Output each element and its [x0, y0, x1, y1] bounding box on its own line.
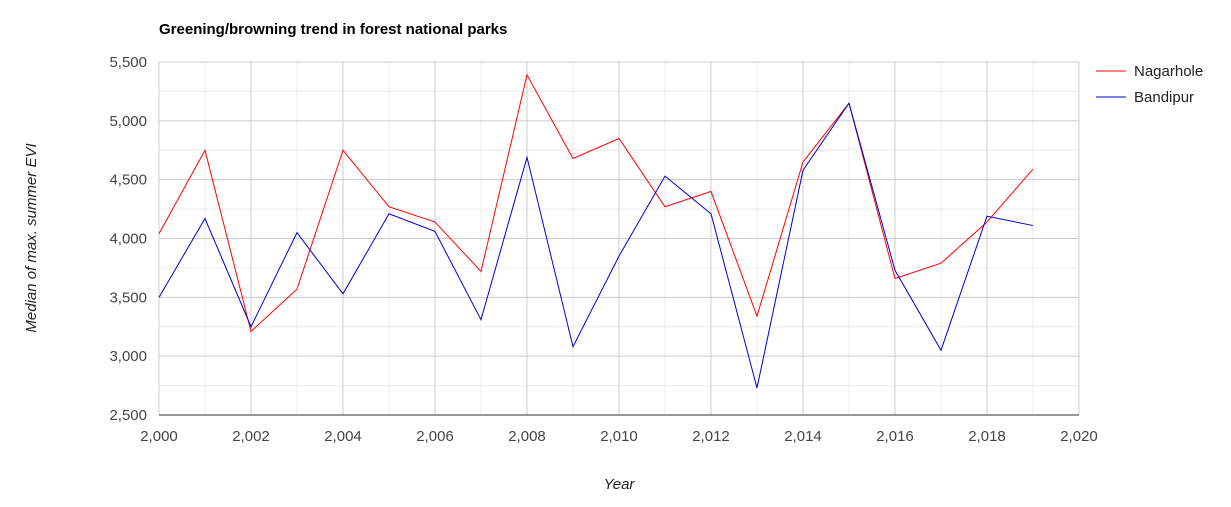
data-point-bandipur[interactable]	[892, 267, 898, 273]
data-point-nagarhole[interactable]	[432, 219, 438, 225]
data-point-bandipur[interactable]	[524, 154, 530, 160]
data-point-nagarhole[interactable]	[616, 135, 622, 141]
x-tick-label: 2,010	[600, 428, 638, 445]
data-point-bandipur[interactable]	[800, 167, 806, 173]
data-point-nagarhole[interactable]	[202, 147, 208, 153]
data-point-nagarhole[interactable]	[708, 188, 714, 194]
data-point-nagarhole[interactable]	[156, 231, 162, 237]
data-point-nagarhole[interactable]	[340, 147, 346, 153]
data-point-bandipur[interactable]	[202, 215, 208, 221]
data-point-nagarhole[interactable]	[800, 159, 806, 165]
data-point-bandipur[interactable]	[478, 317, 484, 323]
series-line-nagarhole[interactable]	[158, 73, 1034, 333]
data-point-nagarhole[interactable]	[478, 268, 484, 274]
chart-title: Greening/browning trend in forest nation…	[159, 21, 507, 38]
data-point-bandipur[interactable]	[662, 173, 668, 179]
data-point-bandipur[interactable]	[570, 344, 576, 350]
y-tick-label: 4,000	[109, 231, 147, 248]
data-point-bandipur[interactable]	[984, 213, 990, 219]
y-tick-label: 4,500	[109, 172, 147, 189]
legend-item-nagarhole[interactable]: Nagarhole	[1096, 63, 1203, 80]
x-tick-label: 2,018	[968, 428, 1006, 445]
data-point-nagarhole[interactable]	[754, 313, 760, 319]
legend-item-bandipur[interactable]: Bandipur	[1096, 89, 1194, 106]
data-point-bandipur[interactable]	[754, 385, 760, 391]
x-tick-label: 2,000	[140, 428, 178, 445]
data-point-nagarhole[interactable]	[662, 204, 668, 210]
data-point-bandipur[interactable]	[156, 294, 162, 300]
data-point-bandipur[interactable]	[386, 211, 392, 217]
gridlines	[158, 61, 1080, 416]
data-point-bandipur[interactable]	[248, 324, 254, 330]
x-tick-label: 2,014	[784, 428, 822, 445]
data-point-nagarhole[interactable]	[386, 204, 392, 210]
x-tick-label: 2,006	[416, 428, 454, 445]
y-tick-label: 5,000	[109, 113, 147, 130]
data-point-bandipur[interactable]	[1030, 223, 1036, 229]
data-point-nagarhole[interactable]	[938, 260, 944, 266]
y-tick-label: 3,000	[109, 348, 147, 365]
legend[interactable]: Nagarhole Bandipur	[1096, 63, 1203, 106]
data-point-bandipur[interactable]	[938, 347, 944, 353]
x-tick-label: 2,020	[1060, 428, 1098, 445]
data-point-bandipur[interactable]	[432, 228, 438, 234]
x-axis-title: Year	[604, 476, 636, 493]
legend-label: Bandipur	[1134, 89, 1194, 106]
data-point-nagarhole[interactable]	[1030, 166, 1036, 172]
data-point-bandipur[interactable]	[708, 211, 714, 217]
series-line-bandipur[interactable]	[158, 102, 1034, 389]
tick-labels: 2,500 3,000 3,500 4,000 4,500 5,000 5,500 2,000…	[109, 54, 1097, 445]
data-point-bandipur[interactable]	[340, 291, 346, 297]
data-point-bandipur[interactable]	[294, 230, 300, 236]
y-tick-label: 5,500	[109, 54, 147, 71]
data-point-nagarhole[interactable]	[294, 286, 300, 292]
data-point-nagarhole[interactable]	[892, 276, 898, 282]
x-tick-label: 2,016	[876, 428, 914, 445]
legend-label: Nagarhole	[1134, 63, 1203, 80]
x-tick-label: 2,002	[232, 428, 270, 445]
y-tick-label: 3,500	[109, 289, 147, 306]
data-point-nagarhole[interactable]	[570, 155, 576, 161]
data-point-bandipur[interactable]	[616, 253, 622, 259]
x-tick-label: 2,008	[508, 428, 546, 445]
y-tick-label: 2,500	[109, 407, 147, 424]
data-point-bandipur[interactable]	[846, 100, 852, 106]
data-point-nagarhole[interactable]	[524, 72, 530, 78]
x-tick-label: 2,004	[324, 428, 362, 445]
series-lines	[156, 72, 1036, 391]
x-tick-label: 2,012	[692, 428, 730, 445]
y-axis-title: Median of max. summer EVI	[23, 143, 40, 332]
